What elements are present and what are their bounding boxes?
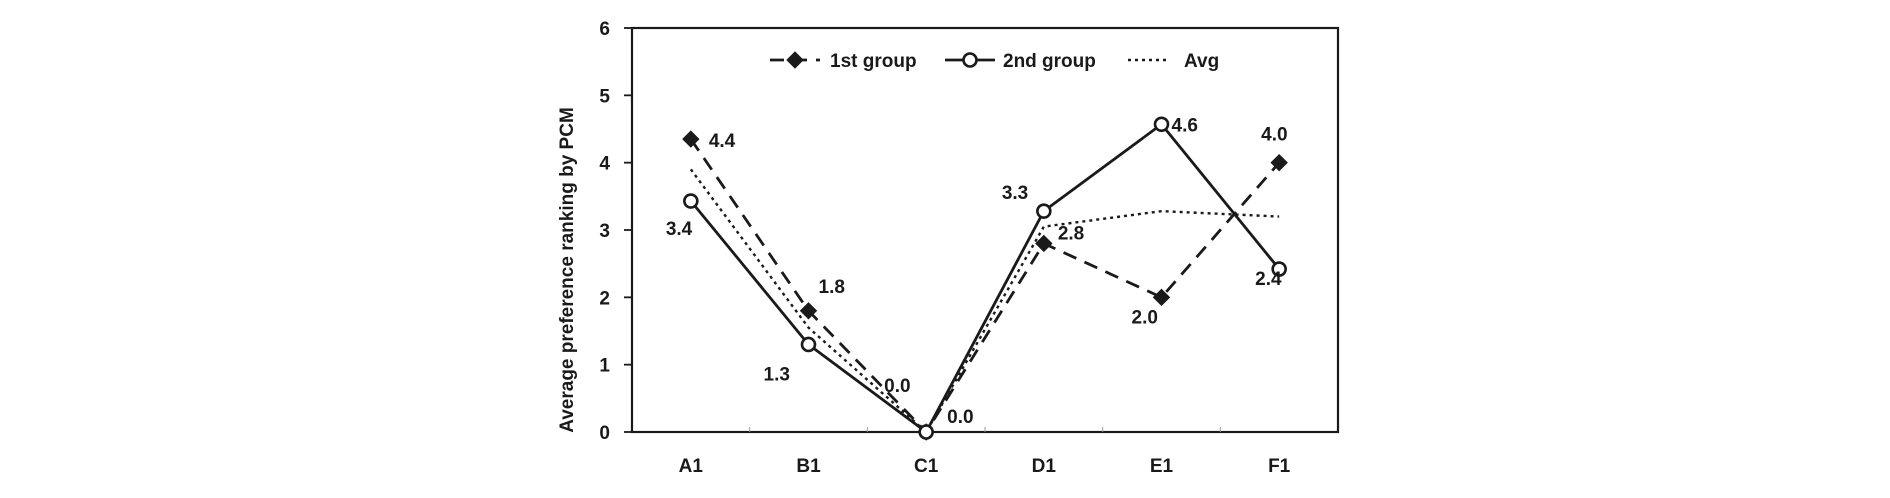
y-tick-label: 3: [599, 221, 610, 242]
legend-item-3: Avg: [1128, 51, 1219, 72]
x-category-label-c1: C1: [914, 456, 939, 477]
x-category-label-b1: B1: [796, 456, 821, 477]
series-line-2: [689, 122, 1281, 434]
legend-marker: [786, 51, 804, 69]
legend-label: 2nd group: [1003, 51, 1096, 72]
data-point: [682, 130, 700, 148]
y-tick-label: 1: [599, 356, 610, 377]
data-point: [799, 302, 818, 320]
data-point: [1036, 203, 1052, 219]
data-point: [683, 193, 699, 209]
legend-label: Avg: [1184, 51, 1219, 72]
data-label: 0.0: [947, 407, 973, 428]
data-label: 3.3: [1002, 183, 1028, 204]
legend-marker: [962, 52, 978, 68]
data-label: 2.4: [1255, 269, 1282, 290]
data-point: [1152, 288, 1171, 307]
data-point: [800, 336, 817, 353]
data-point: [1270, 153, 1288, 172]
data-label: 3.4: [666, 219, 693, 240]
data-label: 4.6: [1172, 115, 1198, 136]
y-tick-label: 2: [599, 288, 610, 309]
y-tick-label: 5: [599, 86, 610, 107]
data-label: 0.0: [884, 376, 910, 397]
legend-label: 1st group: [830, 51, 917, 72]
legend-item-2: 2nd group: [945, 51, 1096, 72]
data-point: [918, 424, 934, 440]
series-line-3: [689, 168, 1280, 434]
legend-item-1: 1st group: [770, 51, 917, 72]
data-label: 4.4: [709, 131, 736, 152]
x-category-label-f1: F1: [1268, 456, 1291, 477]
data-label: 2.0: [1132, 307, 1158, 328]
data-point: [1035, 234, 1053, 253]
y-tick-label: 0: [599, 423, 610, 444]
series-line-1: [689, 138, 1281, 434]
data-label: 1.8: [819, 277, 845, 298]
data-label: 2.8: [1058, 223, 1084, 244]
data-point: [1153, 116, 1170, 133]
y-axis-title: Average preference ranking by PCM: [557, 107, 578, 433]
x-category-label-e1: E1: [1150, 456, 1174, 477]
y-tick-label: 6: [599, 19, 610, 40]
x-category-label-a1: A1: [679, 456, 704, 477]
data-label: 4.0: [1261, 125, 1287, 146]
y-tick-label: 4: [599, 154, 610, 175]
data-label: 1.3: [764, 364, 790, 385]
plot-area-frame: [630, 26, 1340, 434]
data-point: [1271, 261, 1287, 277]
x-category-label-d1: D1: [1032, 456, 1057, 477]
